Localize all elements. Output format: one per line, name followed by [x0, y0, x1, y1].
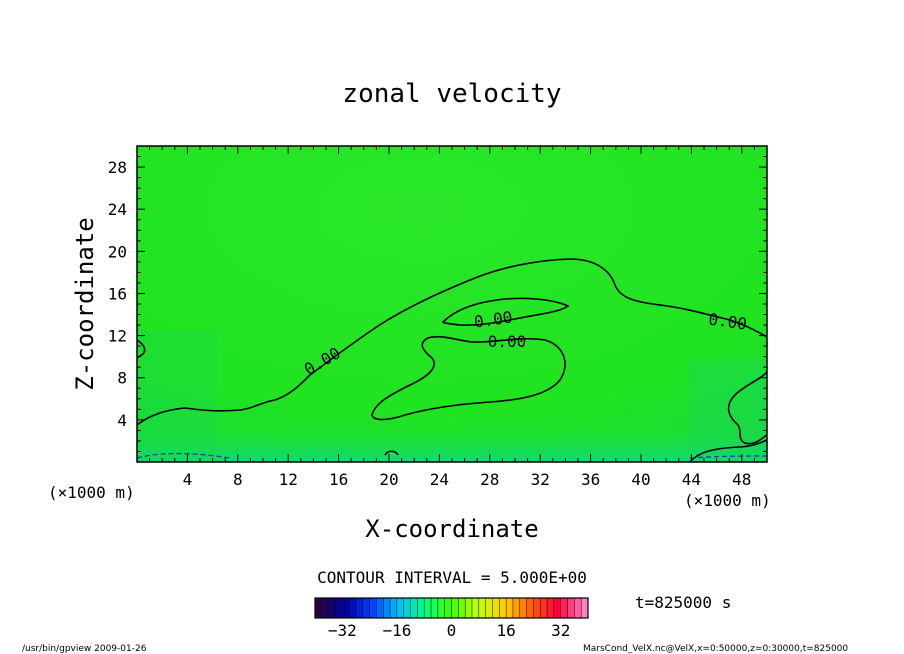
colorbar-cell [349, 598, 357, 618]
x-tick-label: 20 [379, 470, 398, 489]
colorbar-cell [417, 598, 425, 618]
colorbar-tick-label: 16 [496, 621, 515, 640]
x-tick-label: 8 [233, 470, 243, 489]
x-ticks: 4 8 12 16 20 24 28 32 36 40 44 48 [149, 146, 755, 489]
contour-line-outer [136, 258, 768, 426]
contour-line-dashed [136, 452, 768, 459]
x-tick-label: 40 [631, 470, 650, 489]
x-unit-left: (×1000 m) [48, 483, 135, 502]
colorbar-tick-label: 32 [551, 621, 570, 640]
colorbar-cell [424, 598, 432, 618]
colorbar-cell [492, 598, 500, 618]
colorbar-cell [519, 598, 528, 618]
colorbar-cell [396, 598, 405, 618]
y-axis-label: Z-coordinate [71, 217, 99, 390]
colorbar-cell [526, 598, 534, 618]
colorbar-cell [485, 598, 493, 618]
colorbar-cell [533, 598, 541, 618]
y-tick-label: 12 [108, 327, 127, 346]
footer-left: /usr/bin/gpview 2009-01-26 [22, 644, 147, 654]
contour-label: 0.00 [488, 332, 527, 351]
field-bottom-shade [137, 420, 767, 462]
plot-area: 0.00 0.00 0.00 0.00 4 8 12 16 20 24 28 32 36 40 44… [108, 145, 768, 489]
colorbar-cell [410, 598, 418, 618]
field-left-shade [137, 330, 217, 462]
colorbar-cell [567, 598, 575, 618]
y-tick-label: 24 [108, 200, 127, 219]
colorbar-cell [581, 598, 589, 618]
colorbar-cell [355, 598, 364, 618]
colorbar-cell [506, 598, 514, 618]
y-tick-label: 4 [117, 411, 127, 430]
chart-title: zonal velocity [342, 79, 561, 109]
colorbar-cell [362, 598, 371, 618]
contour-interval-text: CONTOUR INTERVAL = 5.000E+00 [317, 568, 587, 587]
colorbar: −32 −16 0 16 32 [314, 597, 589, 640]
contour-line-right-bottom [689, 439, 768, 463]
y-ticks: 4 8 12 16 20 24 28 [108, 156, 767, 452]
y-tick-label: 8 [117, 369, 127, 388]
x-tick-label: 24 [430, 470, 449, 489]
colorbar-cell [342, 598, 350, 618]
colorbar-cell [376, 598, 384, 618]
colorbar-cell [478, 598, 487, 618]
contour-line-bottom-small [384, 450, 399, 456]
contour-line-left-edge [136, 339, 146, 359]
x-tick-label: 44 [682, 470, 701, 489]
x-tick-label: 12 [279, 470, 298, 489]
colorbar-frame [314, 597, 589, 619]
colorbar-cell [560, 598, 569, 618]
colorbar-cell [465, 598, 473, 618]
colorbar-cell [437, 598, 446, 618]
y-tick-label: 16 [108, 284, 127, 303]
colorbar-cell [383, 598, 391, 618]
colorbar-cell [328, 598, 336, 618]
x-axis-label: X-coordinate [365, 515, 538, 543]
time-text: t=825000 s [635, 593, 731, 612]
y-unit-right: (×1000 m) [684, 491, 771, 510]
colorbar-tick-label: −32 [328, 621, 357, 640]
colorbar-cell [458, 598, 466, 618]
y-tick-label: 20 [108, 242, 127, 261]
colorbar-cell [574, 598, 582, 618]
colorbar-cell [499, 598, 507, 618]
colorbar-cell [444, 598, 452, 618]
contour-line-right-lower [727, 371, 768, 445]
x-tick-label: 32 [531, 470, 550, 489]
field-background [137, 146, 767, 462]
colorbar-cell [315, 598, 323, 618]
x-tick-label: 28 [480, 470, 499, 489]
colorbar-cell [335, 598, 343, 618]
colorbar-cell [540, 598, 548, 618]
contour-line-upper-cell [441, 297, 570, 326]
colorbar-cell [369, 598, 377, 618]
footer-right: MarsCond_VelX.nc@VelX,x=0:50000,z=0:3000… [583, 644, 848, 654]
colorbar-tick-label: 0 [447, 621, 457, 640]
x-tick-label: 48 [732, 470, 751, 489]
colorbar-cell [431, 598, 439, 618]
colorbar-tick-label: −16 [382, 621, 411, 640]
colorbar-cell [547, 598, 555, 618]
colorbar-cell [471, 598, 480, 618]
colorbar-cell [403, 598, 412, 618]
y-tick-label: 28 [108, 158, 127, 177]
contour-lines [136, 258, 768, 463]
x-tick-label: 36 [581, 470, 600, 489]
colorbar-cell [512, 598, 521, 618]
x-tick-label: 4 [183, 470, 193, 489]
colorbar-cell [451, 598, 459, 618]
x-tick-label: 16 [329, 470, 348, 489]
contour-line-inner-cell [371, 335, 566, 421]
colorbar-cell [390, 598, 398, 618]
colorbar-cell [553, 598, 562, 618]
colorbar-cell [321, 598, 330, 618]
